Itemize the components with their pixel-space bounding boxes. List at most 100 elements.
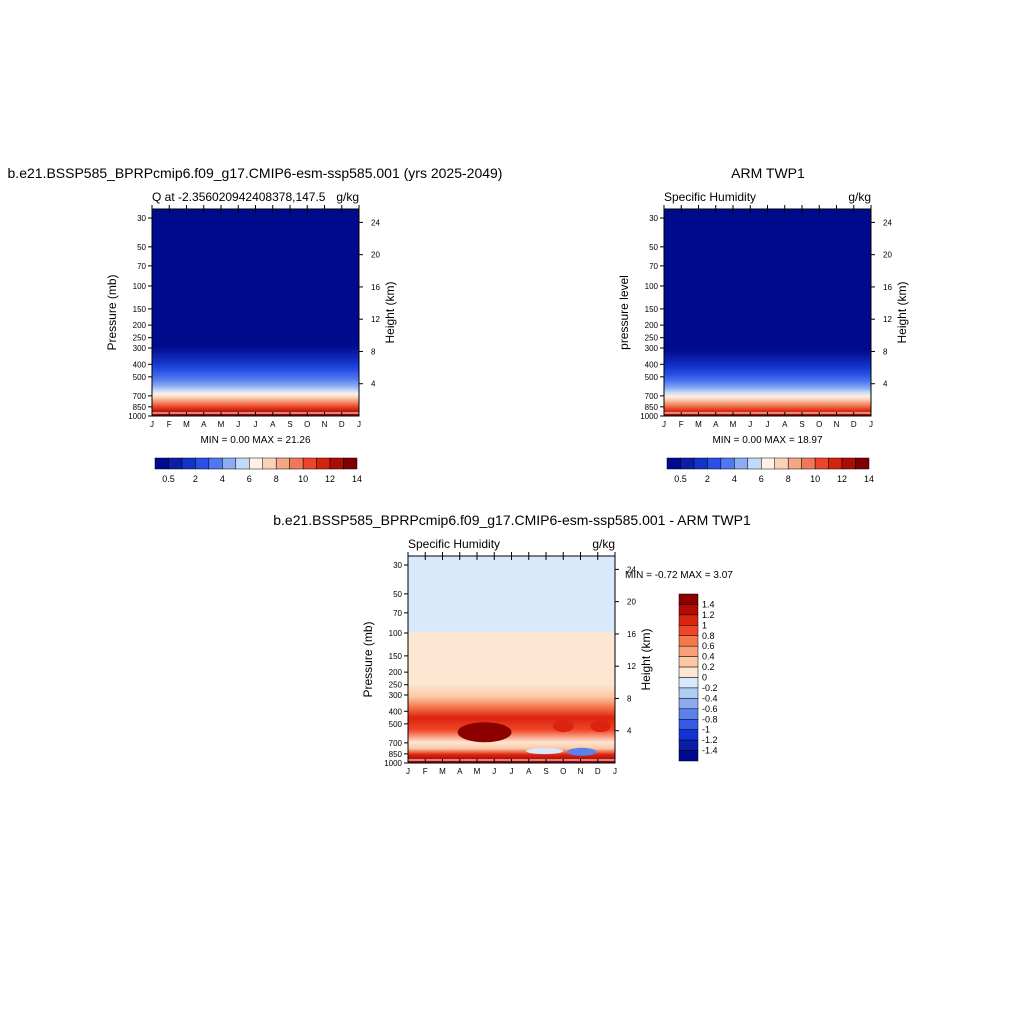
y-axis-label-right: Height (km) (639, 628, 653, 690)
y-right-tick-label: 12 (371, 315, 380, 324)
y-tick-label: 70 (649, 262, 658, 271)
min-max-text: MIN = 0.00 MAX = 21.26 (200, 435, 310, 446)
colorbar-swatch (195, 457, 210, 470)
colorbar-tick-label: -0.4 (702, 693, 718, 703)
y-tick-label: 250 (645, 334, 659, 343)
x-tick-label: M (439, 767, 446, 776)
y-tick-label: 400 (133, 360, 147, 369)
y-axis-label: pressure level (617, 275, 631, 350)
colorbar-tick-label: -1 (702, 725, 710, 735)
colorbar-swatch (678, 750, 699, 762)
y-tick-label: 700 (645, 392, 659, 401)
colorbar-swatch (262, 457, 277, 470)
colorbar-swatch (168, 457, 183, 470)
colorbar-swatch (678, 719, 699, 730)
panel-1: b.e21.BSSP585_BPRPcmip6.f09_g17.CMIP6-es… (8, 165, 503, 484)
contour-field (408, 556, 615, 763)
y-tick-label: 200 (133, 321, 147, 330)
colorbar-swatch (208, 457, 223, 470)
y-axis-label-right: Height (km) (383, 281, 397, 343)
y-tick-label: 850 (389, 750, 403, 759)
x-tick-label: J (492, 767, 496, 776)
colorbar-swatch (841, 457, 856, 470)
y-tick-label: 200 (389, 668, 403, 677)
y-tick-label: 700 (133, 392, 147, 401)
y-right-tick-label: 8 (883, 347, 888, 356)
colorbar-swatch (678, 729, 699, 741)
colorbar-tick-label: 6 (247, 474, 252, 484)
y-tick-label: 50 (393, 590, 402, 599)
colorbar-swatch (734, 457, 749, 470)
colorbar-swatch (693, 457, 708, 470)
colorbar-swatch (678, 604, 699, 616)
y-tick-label: 300 (133, 344, 147, 353)
colorbar: 0.5 2 4 6 8 10 12 14 (154, 457, 362, 484)
y-tick-label: 400 (645, 360, 659, 369)
x-tick-label: J (236, 420, 240, 429)
colorbar-swatch (855, 457, 870, 470)
y-tick-label: 850 (645, 403, 659, 412)
colorbar-swatch (222, 457, 237, 470)
y-tick-label: 30 (393, 561, 402, 570)
y-right-tick-label: 4 (371, 380, 376, 389)
x-tick-label: O (560, 767, 566, 776)
x-tick-label: A (526, 767, 532, 776)
x-tick-label: M (474, 767, 481, 776)
positive-core-oct (552, 720, 574, 733)
colorbar-swatch (181, 457, 196, 470)
right-subtitle: g/kg (848, 190, 871, 204)
colorbar-tick-label: 14 (352, 474, 362, 484)
y-right-tick-label: 16 (371, 283, 380, 292)
colorbar-swatch (678, 666, 699, 678)
colorbar-swatch (302, 457, 317, 470)
x-tick-label: F (423, 767, 428, 776)
colorbar-swatch (814, 457, 829, 470)
colorbar-tick-label: -1.4 (702, 746, 718, 756)
x-tick-label: J (150, 420, 154, 429)
colorbar-tick-label: -1.2 (702, 735, 718, 745)
colorbar-swatch (275, 457, 290, 470)
positive-core-mayjun (457, 722, 512, 743)
left-subtitle: Specific Humidity (408, 537, 500, 551)
x-tick-label: D (851, 420, 857, 429)
colorbar-tick-label: 1 (702, 620, 707, 630)
colorbar-swatch (678, 677, 699, 689)
negative-patch-nov (567, 747, 597, 756)
colorbar-tick-label: 0 (702, 673, 707, 683)
x-tick-label: A (457, 767, 463, 776)
colorbar-tick-label: -0.8 (702, 714, 718, 724)
colorbar-swatch (678, 698, 699, 710)
right-subtitle: g/kg (592, 537, 615, 551)
colorbar-swatch (680, 457, 695, 470)
y-tick-label: 50 (137, 243, 146, 252)
y-tick-label: 300 (645, 344, 659, 353)
left-subtitle: Q at -2.356020942408378,147.5 (152, 190, 326, 204)
y-axis-label: Pressure (mb) (105, 274, 119, 350)
colorbar-swatch (678, 687, 699, 699)
upper-dry-region (664, 209, 871, 347)
y-tick-label: 100 (645, 282, 659, 291)
y-tick-label: 250 (133, 334, 147, 343)
upper-dry-region (152, 209, 359, 347)
colorbar-swatch (678, 625, 699, 636)
x-tick-label: O (816, 420, 822, 429)
y-right-tick-label: 24 (883, 218, 892, 227)
colorbar-swatch (329, 457, 344, 470)
x-tick-label: N (578, 767, 584, 776)
colorbar-swatch (666, 457, 681, 470)
x-tick-label: N (834, 420, 840, 429)
x-tick-label: J (869, 420, 873, 429)
colorbar-swatch (289, 457, 304, 470)
colorbar-swatch (678, 635, 699, 647)
y-tick-label: 300 (389, 691, 403, 700)
colorbar-swatch (707, 457, 722, 470)
y-tick-label: 500 (645, 373, 659, 382)
x-tick-label: O (304, 420, 310, 429)
y-right-tick-label: 16 (627, 630, 636, 639)
colorbar-tick-label: 0.6 (702, 641, 715, 651)
colorbar-swatch (747, 457, 762, 470)
x-tick-label: J (254, 420, 258, 429)
colorbar-tick-label: 10 (810, 474, 820, 484)
x-tick-label: A (713, 420, 719, 429)
y-tick-label: 100 (133, 282, 147, 291)
